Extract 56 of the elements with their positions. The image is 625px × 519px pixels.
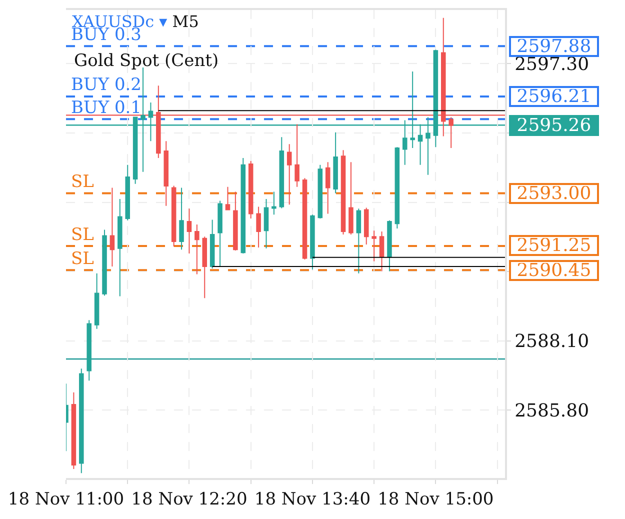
candlestick (272, 191, 276, 216)
candlestick (333, 132, 338, 194)
candlestick (202, 236, 208, 299)
ref-line-label: 2596.21 (516, 86, 592, 107)
annotation: SL (71, 249, 94, 269)
candlestick (286, 144, 292, 206)
candlestick (164, 140, 169, 206)
candlestick (279, 136, 284, 209)
y-tick-label: 2585.80 (514, 400, 590, 422)
x-tick-label: 18 Nov 15:00 (378, 489, 494, 510)
candlestick (186, 208, 192, 254)
annotation: BUY 0.1 (71, 98, 142, 118)
candlestick (394, 146, 400, 229)
candlestick (379, 230, 384, 272)
candlestick (110, 187, 115, 267)
candlestick (340, 150, 346, 236)
y-tick-label: 2588.10 (514, 331, 590, 352)
candlestick (171, 185, 176, 248)
candlestick (356, 208, 362, 274)
candlestick (94, 272, 100, 330)
candlestick (218, 200, 222, 267)
candlestick (302, 178, 308, 260)
x-tick-label: 18 Nov 11:00 (8, 489, 124, 510)
annotation: BUY 0.2 (71, 75, 142, 95)
candlestick (71, 392, 76, 470)
candlestick (248, 160, 254, 220)
ref-line-label: 2595.26 (516, 115, 592, 136)
candlestick (372, 230, 376, 262)
candlestick (79, 368, 84, 474)
candlestick (364, 207, 369, 245)
candlestick (225, 186, 230, 210)
annotation: SL (71, 172, 94, 192)
candlestick (179, 187, 184, 250)
ref-line-label: 2590.45 (516, 260, 592, 281)
candlestick (294, 124, 300, 188)
candlestick (264, 198, 269, 249)
candlestick (348, 162, 354, 236)
x-tick-label: 18 Nov 12:20 (131, 489, 248, 510)
candlestick (233, 191, 238, 251)
candlestick (310, 214, 315, 270)
y-tick-label: 2597.30 (514, 54, 590, 75)
candlestick (118, 198, 122, 297)
annotation: SL (71, 225, 94, 245)
candlestick (240, 157, 246, 254)
x-tick-label: 18 Nov 13:40 (254, 489, 371, 510)
ref-line-label: 2593.00 (516, 183, 592, 204)
candlestick (102, 229, 107, 296)
candlestick (387, 220, 392, 272)
candlestick (125, 164, 130, 221)
candlestick (318, 164, 323, 220)
candlestick (210, 219, 215, 270)
candlestick (256, 206, 261, 248)
ref-line-label: 2591.25 (516, 235, 592, 256)
candlestick (325, 162, 330, 214)
candlestick (194, 224, 200, 275)
text: Gold Spot (Cent) (74, 51, 219, 71)
